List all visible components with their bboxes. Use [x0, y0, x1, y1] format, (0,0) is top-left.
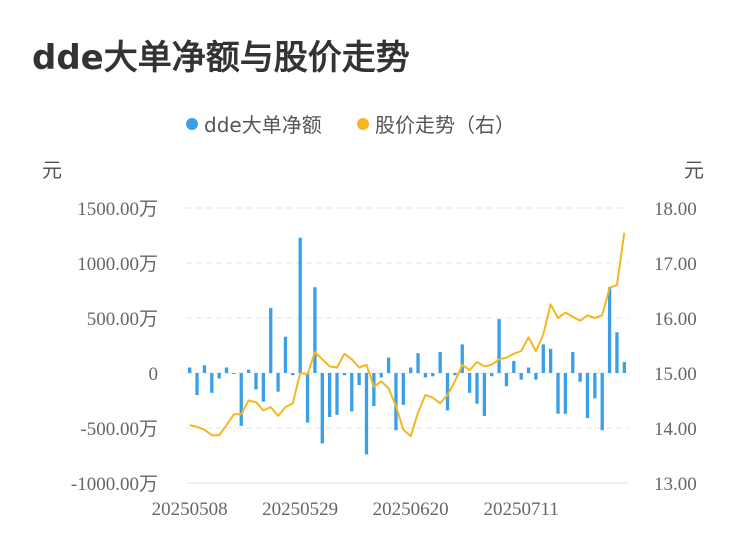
dde-bar — [534, 373, 538, 380]
left-unit-label: 元 — [42, 158, 62, 182]
right-tick-label: 13.00 — [654, 474, 697, 495]
left-tick-label: 500.00万 — [87, 309, 158, 330]
legend-line-label: 股价走势（右） — [375, 113, 515, 137]
left-tick-label: 1000.00万 — [77, 254, 158, 275]
right-tick-label: 15.00 — [654, 364, 697, 385]
dde-bar — [335, 373, 339, 415]
dde-bar — [232, 373, 236, 374]
dde-bar — [467, 373, 472, 393]
dde-bar — [541, 344, 545, 373]
x-tick-label: 20250620 — [373, 499, 449, 520]
dde-bar — [217, 373, 221, 379]
dde-bar — [475, 373, 479, 404]
right-tick-label: 18.00 — [654, 199, 697, 220]
dde-bar — [291, 373, 295, 376]
dde-bar — [342, 373, 347, 376]
dde-bar — [269, 308, 273, 373]
dde-bar — [379, 373, 383, 378]
dde-bar — [305, 373, 310, 423]
dde-bar — [556, 373, 560, 414]
dde-bar — [497, 319, 501, 373]
dde-bar — [254, 373, 258, 390]
dde-bar — [571, 352, 575, 373]
right-tick-label: 14.00 — [654, 419, 697, 440]
dde-bar — [188, 367, 192, 373]
dde-bar — [350, 373, 354, 412]
dde-bar — [210, 373, 214, 393]
dde-bar — [615, 332, 619, 373]
dde-bar — [261, 373, 266, 402]
dde-bar — [512, 360, 516, 373]
dde-bar — [504, 373, 509, 387]
left-tick-label: 1500.00万 — [77, 199, 158, 220]
legend: dde大单净额 股价走势（右） — [186, 113, 515, 137]
left-tick-label: -1000.00万 — [71, 474, 158, 495]
right-unit-label: 元 — [684, 158, 704, 182]
dde-bar — [607, 287, 612, 373]
dde-bar — [578, 373, 582, 382]
legend-bar-label: dde大单净额 — [204, 113, 322, 137]
dde-bar — [482, 373, 487, 416]
legend-line-marker — [357, 118, 369, 130]
dde-bar — [593, 373, 597, 399]
gridlines — [186, 207, 628, 484]
dde-bar — [401, 373, 405, 405]
dde-bar — [283, 336, 288, 373]
dde-bar — [386, 357, 391, 373]
x-tick-label: 20250711 — [484, 499, 559, 520]
x-tick-label: 20250529 — [262, 499, 338, 520]
dde-bar — [409, 367, 413, 373]
dde-bar — [526, 367, 531, 373]
price-polyline — [189, 232, 626, 438]
dde-bar — [357, 373, 361, 386]
dde-bar — [246, 369, 251, 373]
dde-bar — [453, 373, 457, 376]
dde-bar — [519, 373, 523, 380]
dde-bar — [276, 373, 280, 392]
dde-bar — [622, 362, 626, 373]
dde-bars — [188, 237, 626, 455]
dde-bar — [327, 373, 332, 417]
axes: 1500.00万 1000.00万 500.00万 0 -500.00万 -1000.00… — [71, 199, 697, 520]
dde-bar — [490, 373, 494, 377]
dde-bar — [313, 287, 317, 373]
dde-bar — [445, 373, 450, 411]
dde-bar — [202, 365, 207, 373]
dde-bar — [224, 367, 229, 373]
left-tick-label: -500.00万 — [80, 419, 158, 440]
right-tick-label: 16.00 — [654, 309, 697, 330]
dde-bar — [320, 373, 324, 444]
dde-bar — [394, 373, 398, 431]
dde-bar — [548, 348, 553, 373]
right-tick-label: 17.00 — [654, 254, 697, 275]
dde-bar — [195, 373, 199, 395]
dde-bar — [372, 373, 376, 406]
dde-bar — [423, 373, 428, 378]
dde-bar — [364, 373, 369, 455]
legend-bar-marker — [186, 118, 198, 130]
dde-bar — [600, 373, 604, 431]
dde-bar — [298, 237, 302, 373]
x-tick-label: 20250508 — [152, 499, 228, 520]
dde-bar — [460, 344, 464, 373]
price-line — [189, 232, 626, 438]
dde-bar — [239, 373, 243, 426]
chart-title: dde大单净额与股价走势 — [32, 38, 410, 78]
dde-bar — [585, 373, 590, 419]
left-tick-label: 0 — [149, 364, 159, 385]
dde-bar — [431, 373, 435, 377]
dde-bar — [563, 373, 568, 414]
dde-bar — [416, 353, 420, 373]
dde-bar — [438, 352, 442, 373]
